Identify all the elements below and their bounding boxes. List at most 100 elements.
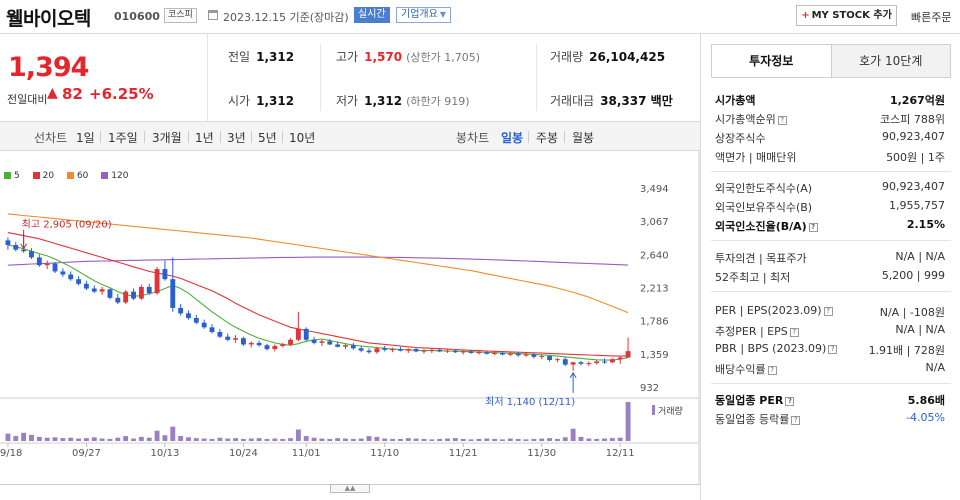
stat-volume: 거래량 26,104,425 [550,48,665,65]
volume-bar [217,437,223,441]
volume-bar [405,438,411,441]
range-1d[interactable]: 1일 [76,131,95,145]
candle-body [374,348,380,353]
candle-body [123,291,129,303]
stat-label: 전일 [228,50,251,64]
volume-bar [609,438,615,441]
help-icon[interactable]: ? [777,115,787,125]
volume-bar [295,429,301,441]
info-label: 추정PER | EPS? [715,323,799,339]
help-icon[interactable]: ? [767,365,777,375]
volume-bar [91,437,97,441]
candle-body [60,271,66,275]
realtime-button[interactable]: 실시간 [354,7,390,23]
candle-body [76,279,82,284]
volume-bar [154,430,160,441]
candle-body [107,289,113,298]
help-icon[interactable]: ? [789,327,799,337]
ma-line-120 [7,256,629,266]
volume-bar [264,438,270,441]
info-value: N/A | N/A [895,250,945,263]
volume-bar [413,438,419,441]
candle-body [397,349,403,351]
legend-label: 20 [42,171,55,181]
help-icon[interactable]: ? [808,222,818,232]
volume-bar [562,437,568,441]
company-overview-dropdown[interactable]: 기업개요 ▼ [396,7,451,23]
legend-swatch [101,172,109,179]
range-5y[interactable]: 5년 [258,131,277,145]
y-tick-label: 1,359 [640,350,669,361]
candle-body [256,342,262,346]
volume-bar [452,438,458,441]
volume-bar [594,438,600,441]
volume-bar [547,438,553,441]
quick-order-link[interactable]: 빠른주문 [911,11,952,24]
candle-body [405,349,411,351]
info-tabs: 투자정보 호가 10단계 [711,44,951,78]
stock-chart[interactable]: 5 20 60 120 932 1,359 1,786 2,213 2,640 3,067… [0,151,700,500]
resize-handle[interactable]: ▲▲ [330,484,370,493]
volume-bar [36,436,42,441]
current-price: 1,394 [8,52,89,83]
divider [711,383,951,384]
range-3m[interactable]: 3개월 [152,131,182,145]
help-icon[interactable]: ? [828,344,838,354]
range-1y[interactable]: 1년 [195,131,214,145]
volume-bar [29,434,34,441]
tab-order-book[interactable]: 호가 10단계 [831,45,950,77]
volume-bar [319,438,325,441]
stat-value: 1,312 [256,50,295,64]
divider [711,291,951,292]
candle-body [327,341,333,345]
volume-bar [178,436,184,441]
x-tick-label: 10/24 [229,448,258,459]
tab-investment-info[interactable]: 투자정보 [712,45,832,77]
volume-bar [44,437,50,441]
info-row: 추정PER | EPS? N/A | N/A [715,323,945,339]
volume-bar [52,437,58,441]
candle-body [468,351,474,353]
divider [144,131,145,143]
stat-label: 저가 [336,94,359,108]
candle-body [437,349,443,352]
stat-value: 26,104,425 [589,50,666,64]
candle-daily[interactable]: 일봉 [501,131,524,145]
help-icon[interactable]: ? [823,306,833,316]
volume-bar [617,437,623,441]
info-label: 시가총액순위? [715,111,787,127]
high-annotation: 최고 2,905 (09/20) [22,219,112,231]
range-3y[interactable]: 3년 [227,131,246,145]
info-row: 동일업종 등락률? -4.05% [715,411,945,427]
candle-body [452,350,458,353]
volume-bar [625,402,631,441]
candle-weekly[interactable]: 주봉 [536,131,559,145]
volume-bar [429,439,435,441]
volume-bar [421,438,427,441]
candle-monthly[interactable]: 월봉 [572,131,595,145]
volume-bar [343,438,348,441]
volume-bar [193,438,199,441]
divider [711,171,951,172]
volume-bar [602,438,607,441]
candle-body [146,286,152,294]
lower-limit: (하한가 919) [406,95,470,108]
volume-bar [539,438,545,441]
range-10y[interactable]: 10년 [289,131,316,145]
range-1w[interactable]: 1주일 [108,131,138,145]
help-icon[interactable]: ? [785,396,795,406]
volume-bar [68,437,74,441]
candle-body [21,249,27,252]
volume-bar [570,428,576,441]
volume-bar [5,433,11,441]
help-icon[interactable]: ? [791,415,801,425]
candle-body [99,289,105,292]
divider [220,131,221,143]
info-value: 코스피 788위 [880,113,945,126]
stat-value: 1,570 [364,50,403,64]
divider [320,44,321,111]
add-my-stock-button[interactable]: + MY STOCK 추가 [796,5,897,26]
candle-body [594,361,600,364]
candle-body [586,363,592,365]
candle-body [421,350,427,352]
